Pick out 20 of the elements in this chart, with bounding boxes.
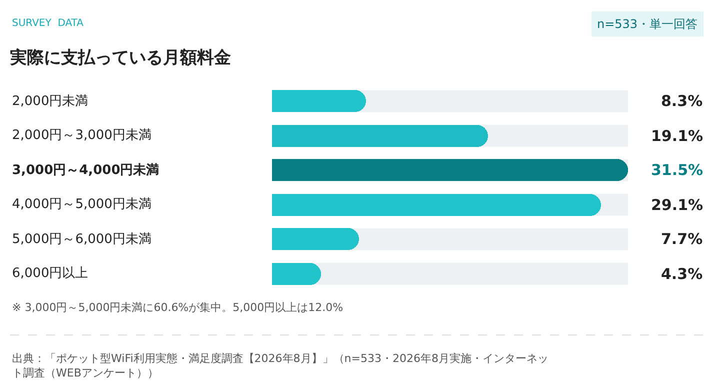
text: ※ 3,000円～5,000円未満に60.6%が集中。5,000円以上は12.0% xyxy=(12,301,344,314)
y-tick-label: 2,000円未満 xyxy=(12,94,88,109)
y-tick-label: 6,000円以上 xyxy=(12,266,88,281)
data-label: 7.7% xyxy=(661,230,703,248)
text: n=533・単一回答 xyxy=(597,17,698,31)
data-label: 29.1% xyxy=(651,196,704,214)
y-tick-label: 3,000円～4,000円未満 xyxy=(12,163,160,178)
y-tick-label: 4,000円～5,000円未満 xyxy=(12,197,152,212)
bar xyxy=(272,90,366,112)
text: SURVEY DATA xyxy=(12,18,84,29)
data-label: 4.3% xyxy=(661,265,703,283)
data-label: 31.5% xyxy=(651,161,704,179)
y-tick-label: 2,000円～3,000円未満 xyxy=(12,128,152,143)
bar xyxy=(272,228,359,250)
y-tick-label: 5,000円～6,000円未満 xyxy=(12,232,152,247)
text: 実際に支払っている月額料金 xyxy=(9,48,231,68)
data-label: 8.3% xyxy=(661,92,703,110)
source-note: 出典：「ポケット型WiFi利用実態・満足度調査【2026年8月】」（n=533・2026年8月実施・インターネット調査（WEBアンケート）） xyxy=(12,352,548,380)
data-label: 19.1% xyxy=(651,127,704,145)
bar xyxy=(272,263,321,285)
